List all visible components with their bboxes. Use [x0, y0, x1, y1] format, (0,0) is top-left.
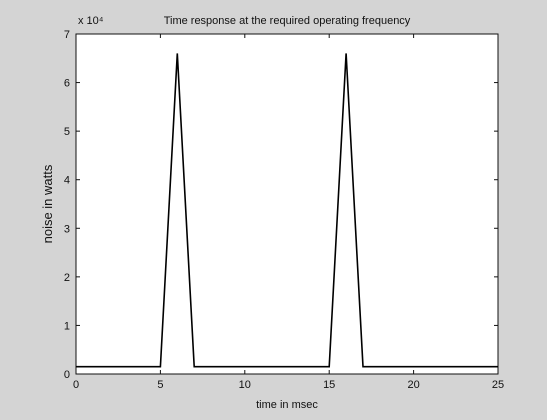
series-line: [76, 53, 498, 368]
y-tick-label: 4: [64, 175, 70, 187]
plot-area: [75, 33, 499, 375]
x-tick-label: 20: [407, 379, 419, 391]
axis-ticks: 0 5 10 15 20 25 0 1 2 3 4 5 6 7: [64, 29, 504, 391]
y-tick-label: 7: [64, 29, 70, 41]
x-tick-label: 0: [73, 379, 79, 391]
y-tick-label: 5: [64, 126, 70, 138]
y-tick-label: 1: [64, 320, 70, 332]
chart-title: Time response at the required operating …: [164, 15, 411, 27]
x-tick-label: 15: [323, 379, 335, 391]
y-tick-label: 2: [64, 272, 70, 284]
y-axis-exponent: x 10⁴: [78, 15, 104, 27]
x-tick-label: 25: [492, 379, 504, 391]
y-tick-label: 0: [64, 369, 70, 381]
series-group: [76, 53, 498, 368]
y-tick-label: 6: [64, 78, 70, 90]
y-tick-label: 3: [64, 223, 70, 235]
x-axis-label: time in msec: [256, 399, 318, 411]
x-tick-label: 5: [157, 379, 163, 391]
x-tick-label: 10: [239, 379, 251, 391]
y-axis-label: noise in watts: [40, 164, 55, 243]
